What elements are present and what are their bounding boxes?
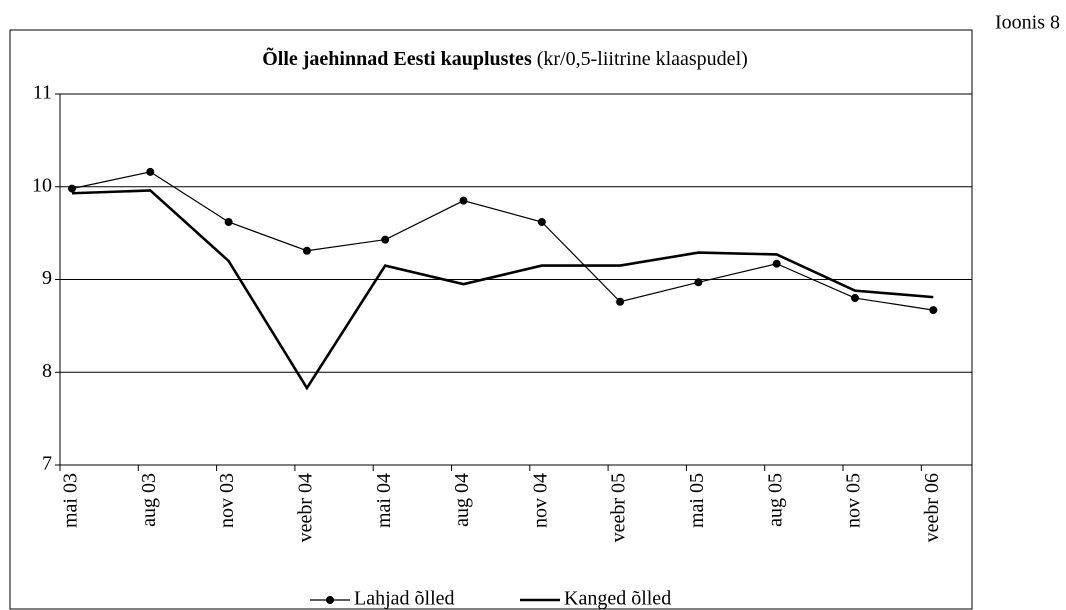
x-tick-label: nov 03 (216, 473, 238, 528)
data-point (146, 167, 155, 176)
legend-marker (326, 596, 334, 604)
x-tick-label: aug 05 (764, 473, 786, 527)
subtitle: (kr/0,5-liitrine klaaspudel) (537, 48, 748, 70)
y-tick-label: 9 (42, 267, 52, 289)
x-tick-label: aug 04 (451, 473, 473, 527)
title: Õlle jaehinnad Eesti kauplustes (262, 46, 532, 70)
data-point (224, 217, 233, 226)
data-point (851, 294, 859, 303)
x-tick-label: mai 03 (60, 473, 82, 528)
data-point (616, 297, 625, 306)
x-tick-label: nov 04 (529, 473, 551, 528)
plot-area (59, 93, 973, 466)
data-point (537, 217, 546, 226)
x-tick-label: veebr 06 (921, 473, 943, 542)
series-line (71, 189, 934, 391)
data-point (381, 235, 390, 244)
figure-label: Ioonis 8 (995, 12, 1060, 34)
legend-label: Kanged õlled (564, 588, 671, 610)
x-tick-label: mai 04 (373, 473, 395, 528)
legend-label: Lahjad õlled (354, 588, 455, 610)
data-point (772, 259, 781, 268)
x-tick-label: aug 03 (138, 473, 160, 527)
y-tick-label: 8 (42, 360, 52, 382)
data-point (459, 196, 468, 205)
series-line (71, 171, 934, 311)
x-tick-label: nov 05 (843, 473, 865, 528)
data-point (694, 278, 703, 287)
data-point (929, 306, 938, 315)
data-point (68, 184, 76, 193)
y-tick-label: 11 (33, 82, 52, 104)
data-point (302, 246, 311, 255)
y-tick-label: 7 (42, 453, 52, 475)
x-tick-label: veebr 04 (294, 473, 316, 542)
x-tick-label: veebr 05 (608, 473, 630, 542)
chart-title: Õlle jaehinnad Eesti kauplustes (kr/0,5-… (262, 46, 748, 70)
y-tick-label: 10 (32, 174, 52, 196)
x-tick-label: mai 05 (686, 473, 708, 528)
